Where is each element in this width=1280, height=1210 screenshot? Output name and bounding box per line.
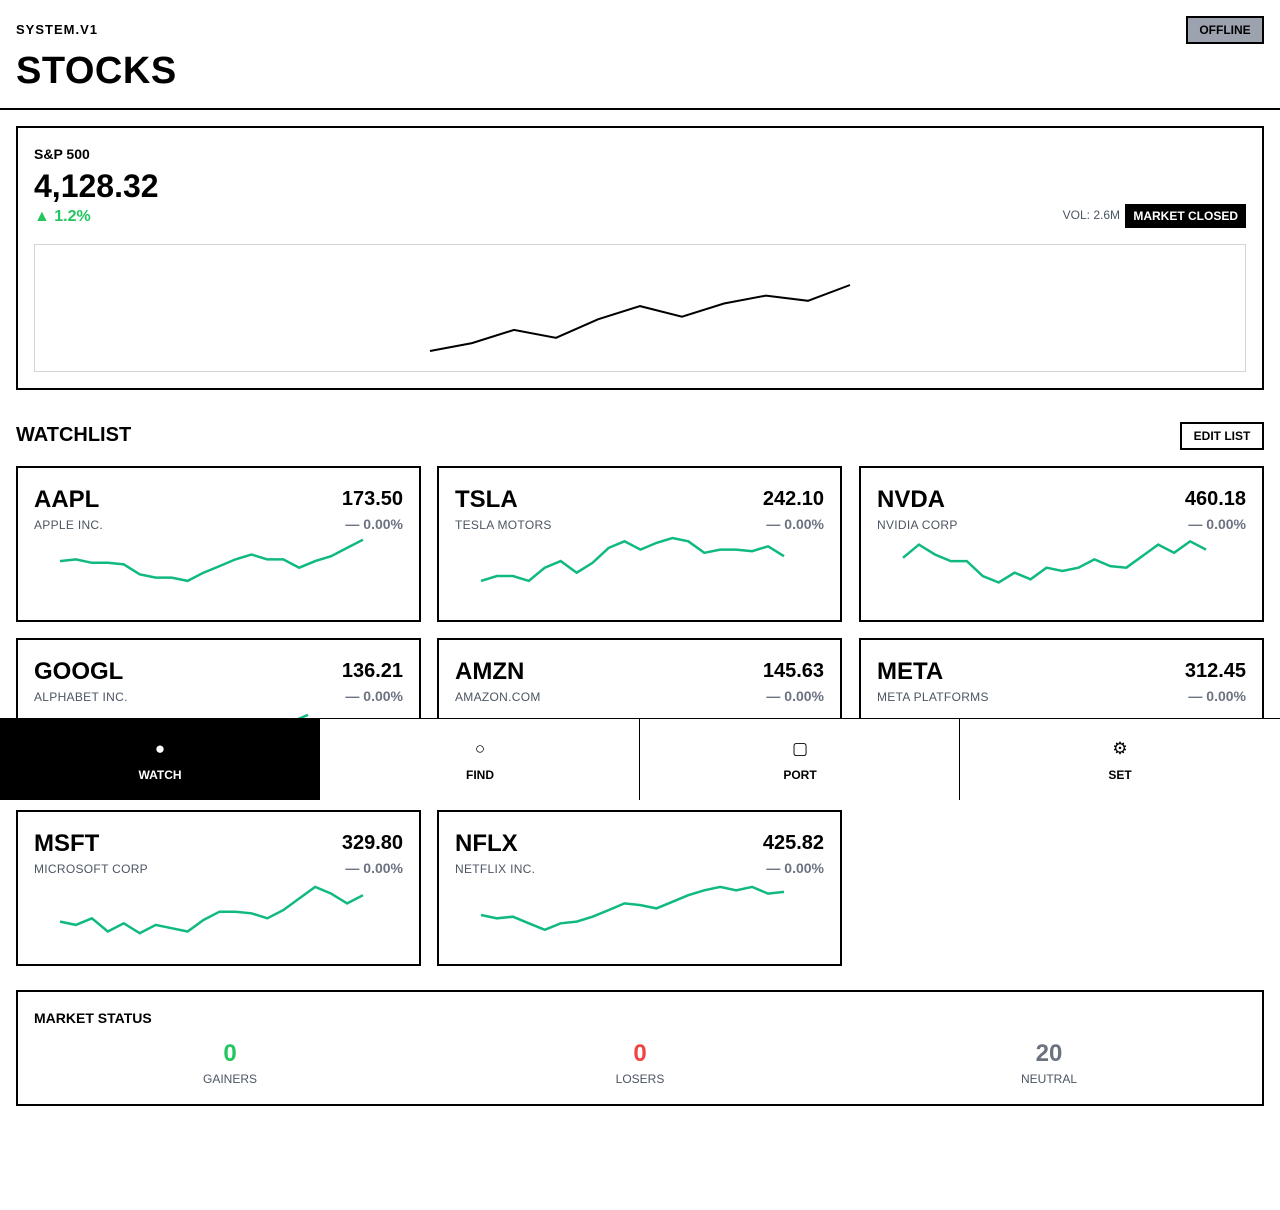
company-name: META PLATFORMS	[877, 690, 989, 704]
index-volume: VOL: 2.6M	[1062, 208, 1120, 222]
sparkline-series	[902, 539, 1207, 584]
app-header: SYSTEM.V1 STOCKS OFFLINE	[0, 0, 1280, 110]
watchlist-title: WATCHLIST	[16, 424, 132, 446]
company-name: NVIDIA CORP	[877, 518, 958, 532]
ticker-symbol: TSLA	[455, 486, 518, 513]
dot-filled-icon: ●	[154, 738, 166, 758]
company-name: APPLE INC.	[34, 518, 104, 532]
company-name: MICROSOFT CORP	[34, 862, 148, 876]
stock-price: 173.50	[341, 488, 403, 510]
tab-find[interactable]: ○ FIND	[320, 719, 640, 800]
tab-set[interactable]: ⚙ SET	[960, 719, 1280, 800]
system-label: SYSTEM.V1	[16, 22, 98, 37]
stock-change: — 0.00%	[766, 860, 824, 876]
tab-port[interactable]: ▢ PORT	[640, 719, 960, 800]
stock-price: 145.63	[762, 660, 824, 682]
sparkline-chart	[902, 539, 1207, 584]
index-summary-card[interactable]: S&P 500 4,128.32 ▲ 1.2% VOL: 2.6M MARKET…	[16, 126, 1264, 390]
square-outline-icon: ▢	[791, 738, 809, 758]
losers-count: 0	[633, 1040, 647, 1067]
gainers-stat: 0 GAINERS	[130, 1040, 330, 1086]
tab-label: FIND	[466, 767, 494, 782]
connection-status-badge: OFFLINE	[1186, 16, 1264, 44]
stock-price: 460.18	[1184, 488, 1246, 510]
sparkline-chart	[59, 885, 364, 935]
stock-price: 425.82	[762, 832, 824, 854]
losers-label: LOSERS	[615, 1072, 665, 1086]
sparkline-chart	[480, 536, 785, 583]
market-status-title: MARKET STATUS	[34, 1010, 152, 1026]
index-series-line	[429, 284, 851, 352]
sparkline-series	[480, 885, 785, 932]
neutral-label: NEUTRAL	[1020, 1072, 1077, 1086]
tab-divider	[639, 719, 640, 800]
stock-change: — 0.00%	[766, 688, 824, 704]
circle-outline-icon: ○	[474, 738, 486, 758]
tab-watch[interactable]: ● WATCH	[0, 719, 320, 800]
tab-label: SET	[1108, 767, 1132, 782]
stock-change: — 0.00%	[345, 688, 403, 704]
sparkline-chart	[480, 885, 785, 932]
stock-card-msft[interactable]: MSFT MICROSOFT CORP 329.80 — 0.00%	[16, 810, 421, 966]
market-state-badge: MARKET CLOSED	[1125, 204, 1246, 228]
stock-price: 242.10	[762, 488, 824, 510]
stock-change: — 0.00%	[766, 516, 824, 532]
gainers-count: 0	[223, 1040, 237, 1067]
company-name: NETFLIX INC.	[455, 862, 536, 876]
stock-change: — 0.00%	[345, 860, 403, 876]
stock-card-nflx[interactable]: NFLX NETFLIX INC. 425.82 — 0.00%	[437, 810, 842, 966]
ticker-symbol: META	[877, 658, 944, 685]
stock-price: 136.21	[341, 660, 403, 682]
ticker-symbol: MSFT	[34, 830, 100, 857]
index-name: S&P 500	[34, 146, 90, 162]
stock-change: — 0.00%	[1188, 516, 1246, 532]
company-name: TESLA MOTORS	[455, 518, 552, 532]
index-change: ▲ 1.2%	[34, 208, 91, 225]
stock-price: 312.45	[1184, 660, 1246, 682]
page-title: STOCKS	[16, 50, 177, 92]
stock-card-aapl[interactable]: AAPL APPLE INC. 173.50 — 0.00%	[16, 466, 421, 622]
tab-divider	[959, 719, 960, 800]
company-name: ALPHABET INC.	[34, 690, 128, 704]
index-price: 4,128.32	[34, 168, 159, 204]
stock-card-tsla[interactable]: TSLA TESLA MOTORS 242.10 — 0.00%	[437, 466, 842, 622]
sparkline-chart	[59, 538, 364, 583]
neutral-count: 20	[1035, 1040, 1063, 1067]
stock-change: — 0.00%	[1188, 688, 1246, 704]
gainers-label: GAINERS	[202, 1072, 257, 1086]
sparkline-series	[59, 885, 364, 935]
sparkline-series	[59, 538, 364, 583]
stock-card-nvda[interactable]: NVDA NVIDIA CORP 460.18 — 0.00%	[859, 466, 1264, 622]
losers-stat: 0 LOSERS	[540, 1040, 740, 1086]
stock-price: 329.80	[341, 832, 403, 854]
stock-change: — 0.00%	[345, 516, 403, 532]
company-name: AMAZON.COM	[455, 690, 541, 704]
tab-label: PORT	[783, 767, 817, 782]
market-status-card: MARKET STATUS 0 GAINERS 0 LOSERS 20 NEUT…	[16, 990, 1264, 1106]
ticker-symbol: NVDA	[877, 486, 946, 513]
tab-label: WATCH	[138, 767, 182, 782]
bottom-tab-bar: ● WATCH ○ FIND ▢ PORT ⚙ SET	[0, 718, 1280, 800]
ticker-symbol: AAPL	[34, 486, 100, 513]
sparkline-series	[480, 536, 785, 583]
index-line-chart	[34, 244, 1246, 372]
ticker-symbol: GOOGL	[34, 658, 124, 685]
ticker-symbol: NFLX	[455, 830, 518, 857]
edit-list-button[interactable]: EDIT LIST	[1180, 422, 1264, 450]
neutral-stat: 20 NEUTRAL	[949, 1040, 1149, 1086]
ticker-symbol: AMZN	[455, 658, 525, 685]
gear-icon: ⚙	[1112, 738, 1128, 758]
